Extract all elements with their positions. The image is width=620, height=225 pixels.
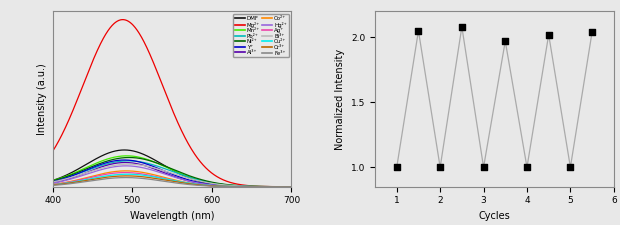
Y-axis label: Intensity (a.u.): Intensity (a.u.) — [37, 63, 47, 135]
X-axis label: Wavelength (nm): Wavelength (nm) — [130, 211, 215, 221]
X-axis label: Cycles: Cycles — [479, 211, 510, 221]
Y-axis label: Normalized Intensity: Normalized Intensity — [335, 48, 345, 150]
Point — [414, 29, 423, 33]
Point — [457, 25, 467, 29]
Point — [435, 165, 445, 169]
Point — [544, 33, 554, 36]
Point — [522, 165, 532, 169]
Legend: DMF, Mg²⁺, Mn²⁺, Pb²⁺, Ni²⁺, Y⁺, Al³⁺, Co²⁺, Hg²⁺, Ag⁺, Bi³⁺, Cu²⁺, Cr³⁺, Fe³⁺: DMF, Mg²⁺, Mn²⁺, Pb²⁺, Ni²⁺, Y⁺, Al³⁺, C… — [233, 14, 289, 57]
Point — [500, 39, 510, 43]
Point — [565, 165, 575, 169]
Point — [392, 165, 402, 169]
Point — [479, 165, 489, 169]
Point — [587, 30, 597, 34]
